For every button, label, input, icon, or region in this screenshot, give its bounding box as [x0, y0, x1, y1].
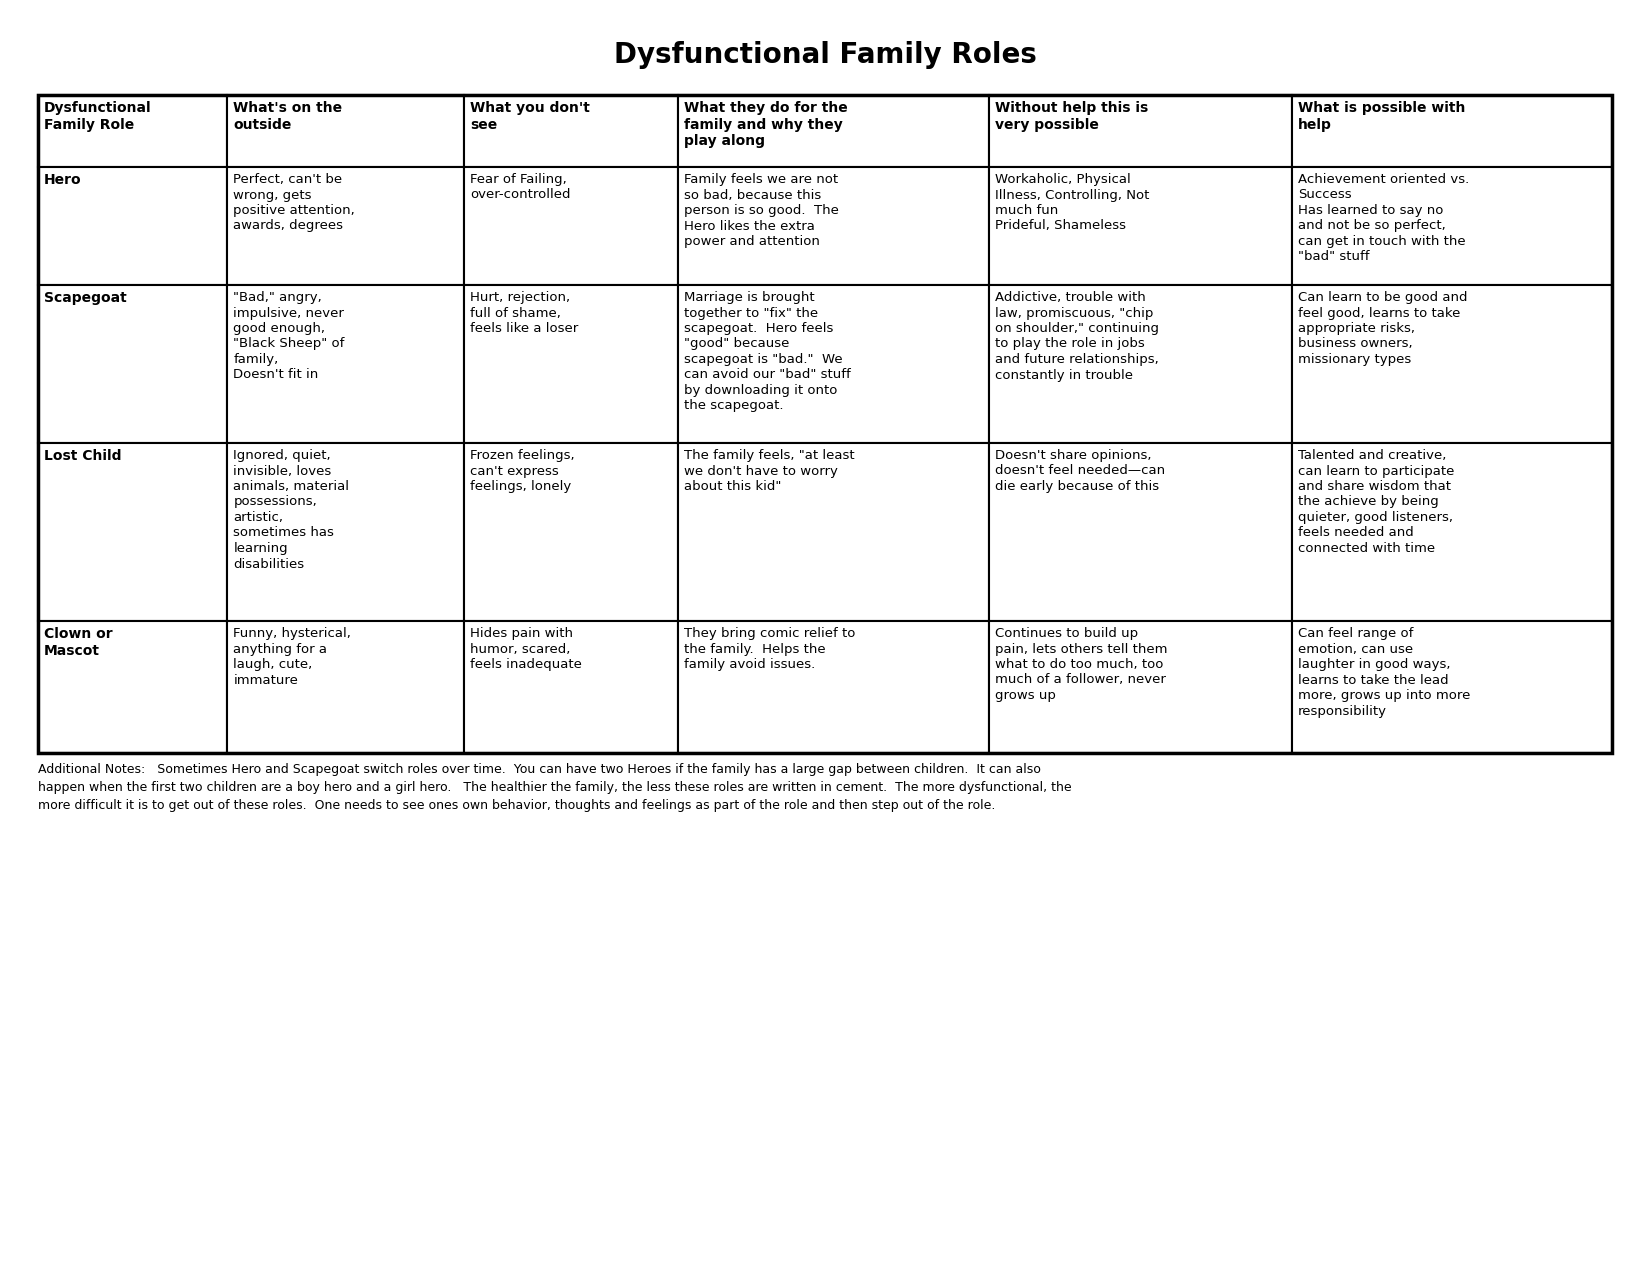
- Text: Clown or
Mascot: Clown or Mascot: [45, 627, 112, 658]
- Bar: [678, 167, 990, 286]
- Bar: [1292, 286, 1612, 442]
- Text: Additional Notes:   Sometimes Hero and Scapegoat switch roles over time.  You ca: Additional Notes: Sometimes Hero and Sca…: [38, 762, 1071, 812]
- Bar: [990, 442, 1292, 621]
- Bar: [38, 621, 228, 754]
- Text: They bring comic relief to
the family.  Helps the
family avoid issues.: They bring comic relief to the family. H…: [685, 627, 855, 671]
- Text: Marriage is brought
together to "fix" the
scapegoat.  Hero feels
"good" because
: Marriage is brought together to "fix" th…: [685, 291, 851, 413]
- Bar: [464, 286, 678, 442]
- Bar: [464, 621, 678, 754]
- Text: Hides pain with
humor, scared,
feels inadequate: Hides pain with humor, scared, feels ina…: [470, 627, 582, 671]
- Bar: [1292, 96, 1612, 167]
- Bar: [464, 167, 678, 286]
- Text: Doesn't share opinions,
doesn't feel needed—can
die early because of this: Doesn't share opinions, doesn't feel nee…: [995, 449, 1165, 493]
- Text: Frozen feelings,
can't express
feelings, lonely: Frozen feelings, can't express feelings,…: [470, 449, 574, 493]
- Text: Talented and creative,
can learn to participate
and share wisdom that
the achiev: Talented and creative, can learn to part…: [1299, 449, 1454, 555]
- Bar: [38, 96, 1612, 754]
- Bar: [38, 442, 228, 621]
- Text: Fear of Failing,
over-controlled: Fear of Failing, over-controlled: [470, 173, 571, 201]
- Text: Funny, hysterical,
anything for a
laugh, cute,
immature: Funny, hysterical, anything for a laugh,…: [233, 627, 351, 686]
- Bar: [990, 621, 1292, 754]
- Bar: [38, 96, 228, 167]
- Bar: [464, 96, 678, 167]
- Text: "Bad," angry,
impulsive, never
good enough,
"Black Sheep" of
family,
Doesn't fit: "Bad," angry, impulsive, never good enou…: [233, 291, 345, 381]
- Text: Scapegoat: Scapegoat: [45, 291, 127, 305]
- Text: What is possible with
help: What is possible with help: [1299, 101, 1465, 131]
- Bar: [228, 167, 464, 286]
- Bar: [678, 621, 990, 754]
- Bar: [678, 96, 990, 167]
- Text: Family feels we are not
so bad, because this
person is so good.  The
Hero likes : Family feels we are not so bad, because …: [685, 173, 838, 249]
- Text: Without help this is
very possible: Without help this is very possible: [995, 101, 1148, 131]
- Text: Hurt, rejection,
full of shame,
feels like a loser: Hurt, rejection, full of shame, feels li…: [470, 291, 578, 335]
- Bar: [464, 442, 678, 621]
- Text: Continues to build up
pain, lets others tell them
what to do too much, too
much : Continues to build up pain, lets others …: [995, 627, 1168, 703]
- Bar: [990, 96, 1292, 167]
- Bar: [678, 442, 990, 621]
- Text: What they do for the
family and why they
play along: What they do for the family and why they…: [685, 101, 848, 148]
- Text: Dysfunctional Family Roles: Dysfunctional Family Roles: [614, 41, 1036, 69]
- Text: Can feel range of
emotion, can use
laughter in good ways,
learns to take the lea: Can feel range of emotion, can use laugh…: [1299, 627, 1470, 718]
- Text: Perfect, can't be
wrong, gets
positive attention,
awards, degrees: Perfect, can't be wrong, gets positive a…: [233, 173, 355, 232]
- Bar: [38, 286, 228, 442]
- Text: Hero: Hero: [45, 173, 81, 187]
- Bar: [1292, 167, 1612, 286]
- Bar: [678, 286, 990, 442]
- Bar: [1292, 442, 1612, 621]
- Text: Lost Child: Lost Child: [45, 449, 122, 463]
- Text: Dysfunctional
Family Role: Dysfunctional Family Role: [45, 101, 152, 131]
- Text: Ignored, quiet,
invisible, loves
animals, material
possessions,
artistic,
someti: Ignored, quiet, invisible, loves animals…: [233, 449, 350, 570]
- Text: What's on the
outside: What's on the outside: [233, 101, 343, 131]
- Bar: [228, 96, 464, 167]
- Text: The family feels, "at least
we don't have to worry
about this kid": The family feels, "at least we don't hav…: [685, 449, 855, 493]
- Bar: [228, 442, 464, 621]
- Bar: [228, 286, 464, 442]
- Text: Can learn to be good and
feel good, learns to take
appropriate risks,
business o: Can learn to be good and feel good, lear…: [1299, 291, 1467, 366]
- Bar: [1292, 621, 1612, 754]
- Bar: [990, 286, 1292, 442]
- Text: What you don't
see: What you don't see: [470, 101, 589, 131]
- Text: Addictive, trouble with
law, promiscuous, "chip
on shoulder," continuing
to play: Addictive, trouble with law, promiscuous…: [995, 291, 1160, 381]
- Text: Workaholic, Physical
Illness, Controlling, Not
much fun
Prideful, Shameless: Workaholic, Physical Illness, Controllin…: [995, 173, 1150, 232]
- Bar: [228, 621, 464, 754]
- Bar: [38, 167, 228, 286]
- Bar: [990, 167, 1292, 286]
- Text: Achievement oriented vs.
Success
Has learned to say no
and not be so perfect,
ca: Achievement oriented vs. Success Has lea…: [1299, 173, 1468, 264]
